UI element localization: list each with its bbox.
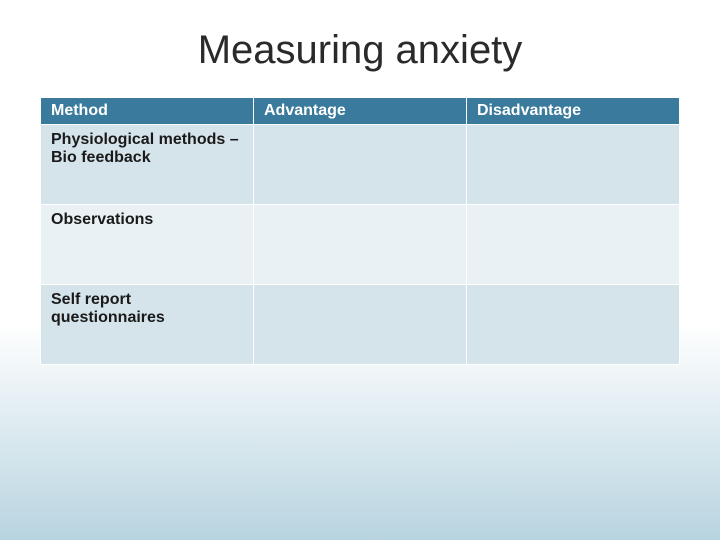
slide-title: Measuring anxiety [40, 28, 680, 73]
cell-disadvantage [467, 285, 680, 365]
cell-advantage [254, 205, 467, 285]
methods-table: Method Advantage Disadvantage Physiologi… [40, 97, 680, 365]
table-row: Self report questionnaires [41, 285, 680, 365]
cell-method: Physiological methods – Bio feedback [41, 125, 254, 205]
slide: Measuring anxiety Method Advantage Disad… [0, 0, 720, 540]
col-header-advantage: Advantage [254, 98, 467, 125]
cell-method: Self report questionnaires [41, 285, 254, 365]
col-header-method: Method [41, 98, 254, 125]
col-header-disadvantage: Disadvantage [467, 98, 680, 125]
table-row: Physiological methods – Bio feedback [41, 125, 680, 205]
cell-disadvantage [467, 125, 680, 205]
table-header-row: Method Advantage Disadvantage [41, 98, 680, 125]
cell-disadvantage [467, 205, 680, 285]
cell-advantage [254, 285, 467, 365]
cell-advantage [254, 125, 467, 205]
cell-method: Observations [41, 205, 254, 285]
table-row: Observations [41, 205, 680, 285]
